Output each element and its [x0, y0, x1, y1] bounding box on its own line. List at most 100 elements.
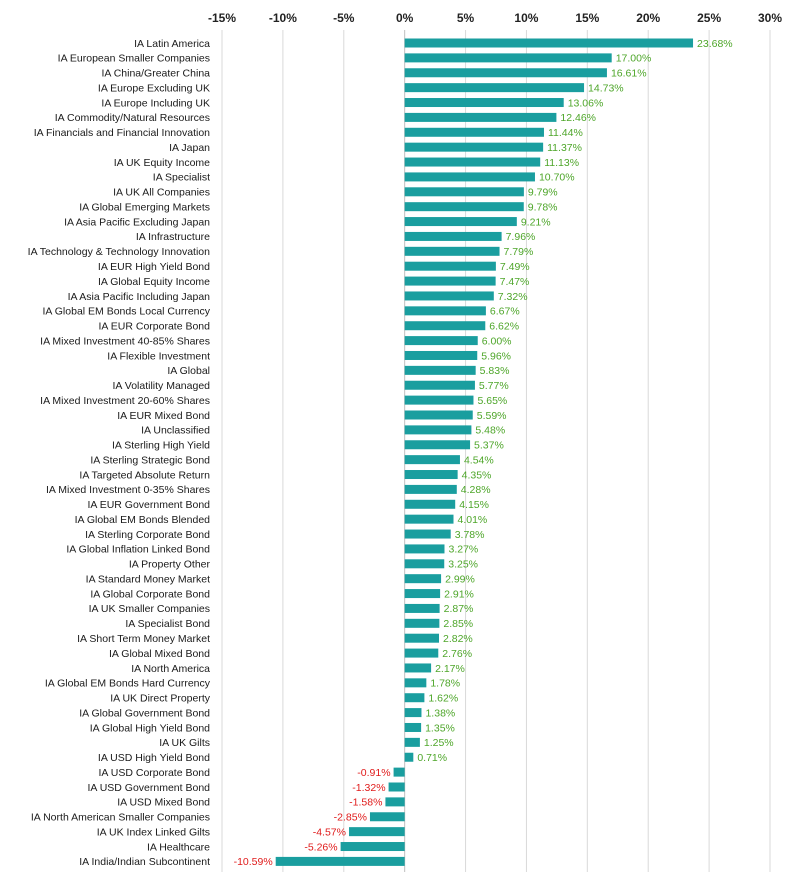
- category-label: IA Infrastructure: [136, 231, 210, 243]
- bar: [404, 737, 420, 747]
- category-label: IA Europe Including UK: [101, 97, 210, 109]
- category-label: IA Sterling High Yield: [112, 440, 210, 452]
- category-label: IA Specialist Bond: [125, 618, 210, 630]
- category-label: IA Global Equity Income: [98, 276, 210, 288]
- category-label: IA Global Inflation Linked Bond: [66, 544, 210, 556]
- data-label: 1.78%: [430, 678, 460, 690]
- bar: [404, 589, 441, 599]
- category-label: IA Mixed Investment 40-85% Shares: [40, 335, 210, 347]
- bar: [404, 365, 476, 375]
- bar: [404, 559, 445, 569]
- data-label: 3.27%: [448, 544, 478, 556]
- category-label: IA China/Greater China: [101, 68, 210, 80]
- x-tick-label: 30%: [758, 11, 782, 25]
- data-label: 5.77%: [479, 380, 509, 392]
- category-labels: IA Latin America IA European Smaller Comp…: [28, 38, 211, 868]
- category-label: IA Financials and Financial Innovation: [34, 127, 210, 139]
- bar: [404, 484, 457, 494]
- x-tick-label: -10%: [269, 11, 297, 25]
- category-label: IA Healthcare: [147, 841, 210, 853]
- bar: [404, 98, 564, 108]
- data-label: 16.61%: [611, 68, 647, 80]
- category-label: IA UK Index Linked Gilts: [97, 826, 210, 838]
- bar: [404, 217, 517, 227]
- data-label: 4.01%: [457, 514, 487, 526]
- category-label: IA Global High Yield Bond: [90, 722, 210, 734]
- category-label: IA Japan: [169, 142, 210, 154]
- bar: [404, 112, 557, 122]
- category-label: IA Specialist: [153, 172, 210, 184]
- category-label: IA Europe Excluding UK: [98, 82, 210, 94]
- bar: [349, 827, 405, 837]
- category-label: IA North America: [131, 663, 210, 675]
- data-label: 7.32%: [498, 291, 528, 303]
- data-label: 12.46%: [560, 112, 596, 124]
- data-label: -1.58%: [349, 797, 382, 809]
- bar: [404, 574, 442, 584]
- category-label: IA EUR Corporate Bond: [99, 321, 211, 333]
- category-label: IA UK Gilts: [159, 737, 210, 749]
- bar: [404, 693, 425, 703]
- bar: [404, 321, 486, 331]
- x-tick-label: 10%: [514, 11, 538, 25]
- bar: [404, 350, 478, 360]
- data-label: 11.13%: [544, 157, 579, 169]
- category-label: IA EUR High Yield Bond: [98, 261, 210, 273]
- data-label: 4.35%: [462, 469, 492, 481]
- data-label: 5.59%: [477, 410, 507, 422]
- category-label: IA Asia Pacific Including Japan: [68, 291, 211, 303]
- category-label: IA Global: [167, 365, 210, 377]
- category-label: IA Short Term Money Market: [77, 633, 210, 645]
- data-label: 1.62%: [428, 693, 458, 705]
- x-tick-label: 15%: [575, 11, 599, 25]
- category-label: IA EUR Government Bond: [87, 499, 210, 511]
- data-label: 2.99%: [445, 573, 475, 585]
- bar: [404, 395, 474, 405]
- category-label: IA USD Government Bond: [87, 782, 210, 794]
- data-label: 2.87%: [444, 603, 474, 615]
- data-label: 1.35%: [425, 722, 455, 734]
- bar: [404, 246, 500, 256]
- category-label: IA Mixed Investment 0-35% Shares: [46, 484, 210, 496]
- data-label: 7.79%: [504, 246, 534, 258]
- bar: [404, 722, 422, 732]
- data-label: 0.71%: [417, 752, 447, 764]
- data-label: 6.00%: [482, 335, 512, 347]
- category-label: IA Asia Pacific Excluding Japan: [64, 216, 210, 228]
- data-label: 14.73%: [588, 82, 624, 94]
- category-label: IA Flexible Investment: [107, 350, 210, 362]
- bar: [404, 276, 496, 286]
- x-tick-label: -5%: [333, 11, 355, 25]
- category-label: IA Latin America: [134, 38, 210, 50]
- data-label: 11.37%: [547, 142, 582, 154]
- data-label: 3.78%: [455, 529, 485, 541]
- value-labels: 23.68% 17.00% 16.61% 14.73% 13.06% 12.46% 11.4…: [234, 38, 733, 868]
- x-tick-label: 5%: [457, 11, 475, 25]
- bar: [404, 172, 535, 182]
- data-label: 4.54%: [464, 454, 494, 466]
- category-label: IA Volatility Managed: [113, 380, 211, 392]
- bar: [404, 648, 439, 658]
- data-label: 2.85%: [443, 618, 473, 630]
- x-tick-label: 20%: [636, 11, 660, 25]
- category-label: IA USD Corporate Bond: [99, 767, 211, 779]
- data-label: -0.91%: [357, 767, 390, 779]
- data-label: 10.70%: [539, 172, 575, 184]
- data-label: 2.91%: [444, 588, 474, 600]
- bar: [404, 261, 496, 271]
- data-label: -4.57%: [313, 826, 346, 838]
- bar: [340, 842, 405, 852]
- category-label: IA UK Smaller Companies: [89, 603, 210, 615]
- category-label: IA Global EM Bonds Local Currency: [43, 306, 211, 318]
- category-label: IA Unclassified: [141, 425, 210, 437]
- bar: [404, 678, 427, 688]
- bar: [404, 499, 456, 509]
- bar: [404, 752, 414, 762]
- data-label: 9.78%: [528, 201, 558, 213]
- data-label: 9.79%: [528, 187, 558, 199]
- data-label: -1.32%: [352, 782, 385, 794]
- category-label: IA Technology & Technology Innovation: [28, 246, 210, 258]
- bar: [404, 231, 502, 241]
- bar: [385, 797, 405, 807]
